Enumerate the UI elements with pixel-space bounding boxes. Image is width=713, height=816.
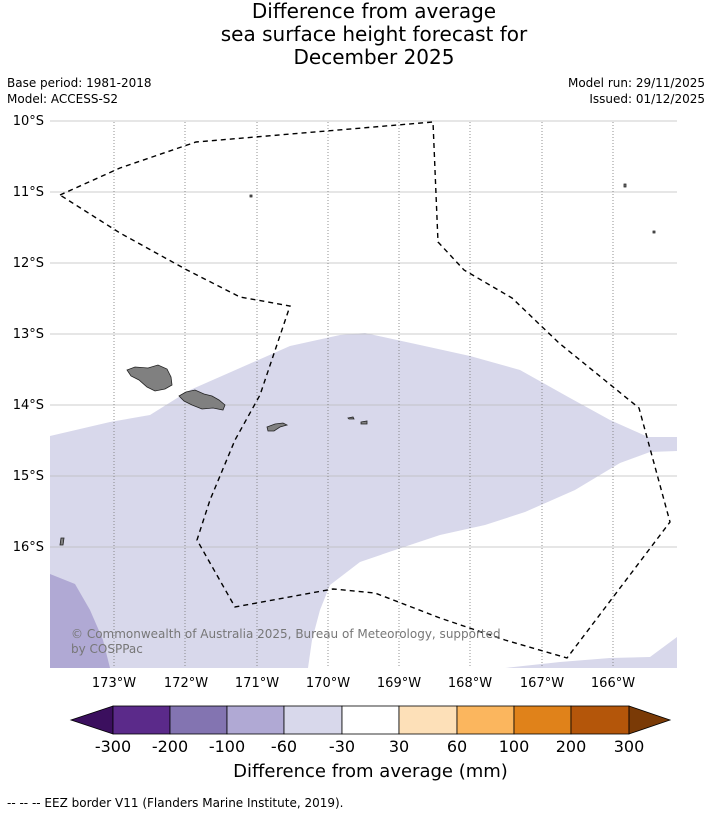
colorbar-tick: 100 bbox=[499, 737, 530, 756]
colorbar-segment bbox=[283, 705, 343, 735]
island-swains bbox=[249, 194, 253, 198]
colorbar-tick: 60 bbox=[447, 737, 467, 756]
lon-gridlines bbox=[113, 120, 614, 668]
land-islands bbox=[59, 183, 656, 546]
model-name: Model: ACCESS-S2 bbox=[7, 92, 119, 106]
colorbar-arrow-low bbox=[69, 705, 114, 735]
colorbar-tick: -300 bbox=[95, 737, 131, 756]
meta-right: Model run: 29/11/2025 Issued: 01/12/2025 bbox=[568, 75, 705, 107]
lat-label: 14°S bbox=[13, 398, 44, 413]
colorbar-segment bbox=[570, 705, 630, 735]
eez-legend-note: -- -- -- EEZ border V11 (Flanders Marine… bbox=[7, 796, 344, 810]
title-line-3: December 2025 bbox=[293, 45, 455, 69]
lon-label: 171°W bbox=[235, 676, 279, 691]
colorbar-tick: 200 bbox=[556, 737, 587, 756]
lon-labels: 173°W 172°W 171°W 170°W 169°W 168°W 167°… bbox=[92, 676, 635, 691]
colorbar-segment bbox=[112, 705, 171, 735]
lon-label: 170°W bbox=[306, 676, 350, 691]
island-upolu bbox=[178, 389, 226, 411]
lat-label: 12°S bbox=[13, 256, 44, 271]
copyright-line-1: © Commonwealth of Australia 2025, Bureau… bbox=[71, 627, 501, 641]
lon-label: 166°W bbox=[591, 676, 635, 691]
island-tau bbox=[360, 420, 368, 425]
colorbar-arrow-high bbox=[628, 705, 672, 735]
model-run: Model run: 29/11/2025 bbox=[567, 76, 705, 90]
anomaly-region-mid bbox=[50, 574, 110, 668]
lat-labels: 10°S 11°S 12°S 13°S 14°S 15°S 16°S bbox=[13, 114, 44, 555]
title-line-1: Difference from average bbox=[251, 0, 497, 23]
island-tokelau-1 bbox=[623, 183, 627, 188]
lon-label: 168°W bbox=[448, 676, 492, 691]
colorbar-segment bbox=[456, 705, 515, 735]
colorbar-tick: 30 bbox=[389, 737, 409, 756]
meta-left: Base period: 1981-2018 Model: ACCESS-S2 bbox=[7, 75, 152, 107]
colorbar-segment bbox=[398, 705, 458, 735]
colorbar bbox=[69, 705, 672, 735]
lat-gridlines bbox=[50, 120, 677, 548]
lat-label: 11°S bbox=[13, 185, 44, 200]
colorbar-ticks: -300 -200 -100 -60 -30 30 60 100 200 300 bbox=[95, 737, 644, 756]
lon-label: 172°W bbox=[164, 676, 208, 691]
lat-label: 16°S bbox=[13, 540, 44, 555]
island-ofu bbox=[347, 416, 355, 420]
island-tutuila bbox=[266, 422, 289, 432]
eez-border-american-samoa bbox=[58, 121, 671, 659]
colorbar-segment bbox=[226, 705, 285, 735]
map-area bbox=[50, 120, 677, 668]
map-title: Difference from average sea surface heig… bbox=[0, 0, 713, 69]
colorbar-title: Difference from average (mm) bbox=[233, 761, 508, 782]
island-savaii bbox=[126, 364, 173, 392]
lon-label: 167°W bbox=[520, 676, 564, 691]
anomaly-region-light-se bbox=[505, 637, 677, 668]
lat-label: 10°S bbox=[13, 114, 44, 129]
lon-label: 169°W bbox=[377, 676, 421, 691]
title-line-2: sea surface height forecast for bbox=[220, 22, 528, 46]
colorbar-tick: -100 bbox=[209, 737, 245, 756]
issued-date: Issued: 01/12/2025 bbox=[589, 92, 705, 106]
base-period: Base period: 1981-2018 bbox=[7, 76, 152, 90]
colorbar-tick: -200 bbox=[152, 737, 188, 756]
colorbar-tick: 300 bbox=[614, 737, 645, 756]
island-wallis bbox=[59, 537, 65, 546]
colorbar-tick: -30 bbox=[329, 737, 355, 756]
island-tokelau-2 bbox=[652, 230, 656, 234]
lat-label: 15°S bbox=[13, 469, 44, 484]
colorbar-segment bbox=[341, 705, 400, 735]
lon-label: 173°W bbox=[92, 676, 136, 691]
colorbar-tick: -60 bbox=[271, 737, 297, 756]
copyright-line-2: by COSPPac bbox=[71, 642, 143, 656]
lat-label: 13°S bbox=[13, 327, 44, 342]
colorbar-segment bbox=[513, 705, 572, 735]
colorbar-segment bbox=[169, 705, 228, 735]
anomaly-region-light bbox=[50, 333, 677, 668]
